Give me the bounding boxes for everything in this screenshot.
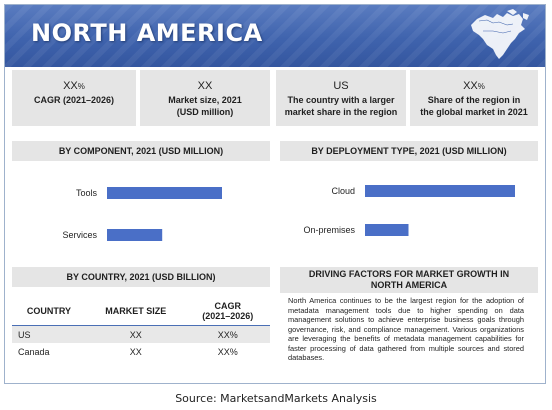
country-section-title: BY COUNTRY, 2021 (USD BILLION): [12, 267, 270, 287]
kpi-market-size-value: XX: [197, 80, 213, 92]
row-cagr: XX%: [185, 343, 270, 360]
row-country: Canada: [12, 343, 86, 360]
component-bar-tools: [107, 187, 222, 199]
deployment-category-label-on-premises: On-premises: [303, 225, 355, 235]
component-bar-services: [107, 229, 163, 241]
kpi-cagr: XX% CAGR (2021–2026): [12, 70, 136, 126]
component-bar-chart: Tools Services: [62, 187, 222, 241]
driving-factors-text: North America continues to be the larges…: [288, 296, 524, 362]
kpi-cagr-label: CAGR (2021–2026): [33, 95, 115, 105]
driving-factors-title: DRIVING FACTORS FOR MARKET GROWTH IN NORT…: [280, 267, 538, 293]
kpi-region-share-label: Share of the region in the global market …: [420, 95, 528, 117]
component-category-label-services: Services: [62, 230, 97, 240]
component-section-title: BY COMPONENT, 2021 (USD MILLION): [12, 141, 270, 161]
deployment-bar-cloud: [365, 185, 515, 197]
deployment-bar-chart: Cloud On-premises: [303, 185, 515, 236]
deployment-bar-on-premises: [365, 224, 409, 236]
table-row: Canada XX XX%: [12, 343, 270, 360]
row-market-size: XX: [85, 325, 186, 343]
kpi-top-country-label: The country with a larger market share in…: [284, 95, 398, 117]
col-cagr: CAGR (2021–2026): [185, 297, 270, 326]
kpi-market-size: XX Market size, 2021 (USD million): [140, 70, 270, 126]
source-note: Source: MarketsandMarkets Analysis: [175, 392, 377, 405]
col-market-size: MARKET SIZE: [85, 297, 186, 326]
kpi-region-share: XX% Share of the region in the global mar…: [410, 70, 538, 126]
row-market-size: XX: [85, 343, 186, 360]
country-table-header: COUNTRY MARKET SIZE CAGR (2021–2026): [12, 297, 270, 326]
row-country: US: [12, 325, 86, 343]
kpi-top-country: US The country with a larger market share…: [276, 70, 406, 126]
kpi-top-country-value: US: [333, 80, 349, 92]
page-title: NORTH AMERICA: [31, 19, 263, 47]
table-row: US XX XX%: [12, 325, 270, 343]
kpi-market-size-label: Market size, 2021 (USD million): [168, 95, 242, 117]
col-country: COUNTRY: [12, 297, 86, 326]
component-category-label-tools: Tools: [76, 188, 98, 198]
header-banner: NORTH AMERICA: [5, 5, 545, 67]
north-america-map-icon: [471, 9, 529, 59]
deployment-section-title: BY DEPLOYMENT TYPE, 2021 (USD MILLION): [280, 141, 538, 161]
banner-pattern: [5, 5, 545, 67]
deployment-category-label-cloud: Cloud: [331, 186, 355, 196]
country-table: COUNTRY MARKET SIZE CAGR (2021–2026) US X…: [12, 297, 270, 360]
kpi-cagr-value: XX%: [63, 80, 85, 92]
kpi-region-share-value: XX%: [463, 80, 485, 92]
row-cagr: XX%: [185, 325, 270, 343]
